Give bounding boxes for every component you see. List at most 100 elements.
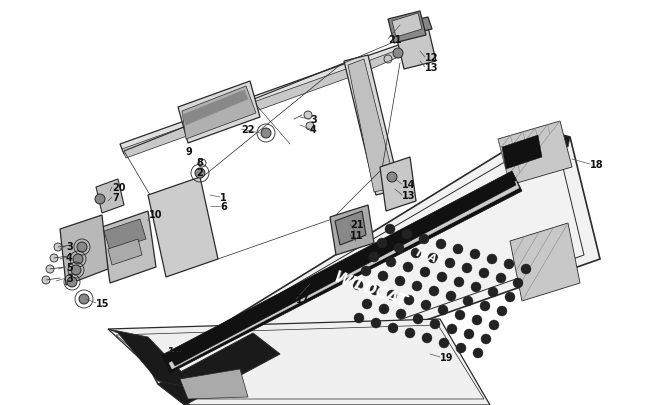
Circle shape (420, 267, 430, 277)
Polygon shape (538, 130, 570, 148)
Circle shape (404, 295, 414, 305)
Polygon shape (120, 42, 414, 155)
Text: 16: 16 (168, 346, 181, 356)
Circle shape (411, 248, 421, 258)
Polygon shape (380, 158, 416, 211)
Circle shape (488, 287, 498, 297)
Circle shape (428, 254, 438, 263)
Circle shape (195, 168, 205, 179)
Text: 3: 3 (310, 115, 317, 125)
Polygon shape (335, 211, 366, 245)
Text: 22: 22 (241, 125, 255, 135)
Circle shape (472, 315, 482, 325)
Circle shape (361, 266, 371, 276)
Circle shape (79, 294, 89, 304)
Text: 13: 13 (402, 190, 415, 200)
Circle shape (46, 265, 54, 273)
Circle shape (395, 276, 405, 286)
Text: 12: 12 (425, 53, 439, 63)
Polygon shape (498, 122, 572, 185)
Circle shape (497, 306, 507, 316)
Circle shape (42, 276, 50, 284)
Circle shape (403, 262, 413, 272)
Circle shape (54, 243, 62, 252)
Circle shape (385, 224, 395, 234)
Polygon shape (182, 87, 256, 140)
Circle shape (67, 277, 77, 287)
Circle shape (489, 320, 499, 330)
Text: TRAIL: TRAIL (413, 247, 447, 268)
Circle shape (261, 129, 271, 139)
Circle shape (462, 263, 472, 273)
Polygon shape (348, 60, 396, 192)
Circle shape (377, 239, 387, 248)
Circle shape (369, 252, 379, 262)
Circle shape (422, 333, 432, 343)
Circle shape (471, 282, 481, 292)
Circle shape (393, 49, 403, 59)
Circle shape (386, 257, 396, 267)
Circle shape (513, 278, 523, 288)
Circle shape (413, 314, 423, 324)
Text: 20: 20 (112, 183, 125, 192)
Circle shape (402, 230, 412, 239)
Circle shape (479, 269, 489, 278)
Circle shape (438, 305, 448, 315)
Polygon shape (171, 175, 516, 366)
Circle shape (481, 334, 491, 344)
Circle shape (71, 265, 81, 275)
Circle shape (487, 254, 497, 264)
Circle shape (95, 194, 105, 205)
Text: WILDCAT: WILDCAT (332, 269, 409, 309)
Text: 21: 21 (388, 35, 402, 45)
Circle shape (412, 281, 422, 291)
Circle shape (455, 310, 465, 320)
Polygon shape (60, 215, 108, 285)
Circle shape (387, 173, 397, 183)
Polygon shape (402, 18, 432, 36)
Circle shape (304, 112, 312, 120)
Circle shape (463, 296, 473, 306)
Circle shape (436, 239, 446, 249)
Circle shape (445, 258, 455, 269)
Text: 6: 6 (220, 202, 227, 211)
Polygon shape (388, 12, 426, 44)
Text: 4: 4 (66, 252, 73, 262)
Polygon shape (96, 179, 124, 213)
Circle shape (437, 272, 447, 282)
Circle shape (521, 264, 531, 274)
Circle shape (456, 343, 466, 353)
Text: 14: 14 (402, 179, 415, 190)
Circle shape (453, 244, 463, 254)
Polygon shape (102, 211, 156, 284)
Text: 11: 11 (350, 230, 363, 241)
Polygon shape (392, 14, 422, 38)
Text: 10: 10 (149, 209, 162, 220)
Text: 4: 4 (310, 125, 317, 135)
Circle shape (464, 329, 474, 339)
Text: 3: 3 (66, 241, 73, 252)
Polygon shape (502, 136, 542, 170)
Text: 13: 13 (425, 63, 439, 73)
Polygon shape (162, 172, 522, 373)
Polygon shape (169, 181, 519, 369)
Polygon shape (158, 333, 280, 405)
Polygon shape (344, 56, 400, 196)
Circle shape (306, 123, 314, 131)
Circle shape (394, 243, 404, 254)
Circle shape (388, 323, 398, 333)
Circle shape (362, 299, 372, 309)
Text: 2: 2 (196, 168, 203, 177)
Polygon shape (330, 205, 374, 256)
Text: 7: 7 (112, 192, 119, 202)
Polygon shape (108, 319, 490, 405)
Circle shape (505, 292, 515, 302)
Polygon shape (148, 177, 218, 277)
Circle shape (480, 301, 490, 311)
Circle shape (439, 338, 449, 348)
Polygon shape (510, 224, 580, 301)
Text: 17: 17 (296, 294, 309, 304)
Circle shape (429, 286, 439, 296)
Polygon shape (104, 220, 146, 252)
Circle shape (77, 243, 87, 252)
